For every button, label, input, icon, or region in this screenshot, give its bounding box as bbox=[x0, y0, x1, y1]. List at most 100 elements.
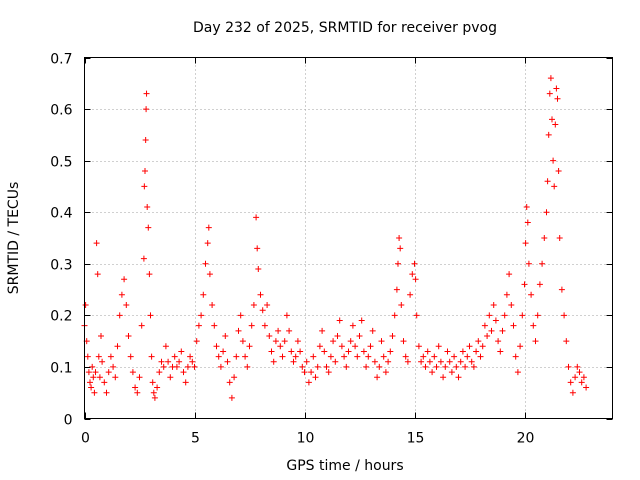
y-tick-label: 0.2 bbox=[50, 309, 72, 325]
data-point bbox=[385, 358, 392, 365]
data-point bbox=[396, 235, 403, 241]
data-point bbox=[123, 302, 130, 309]
data-point bbox=[259, 307, 266, 314]
data-point bbox=[567, 379, 574, 386]
data-point bbox=[470, 363, 477, 370]
data-point bbox=[398, 302, 405, 309]
data-point bbox=[140, 255, 147, 262]
data-point bbox=[93, 240, 100, 247]
data-point bbox=[345, 348, 352, 355]
y-tick-label: 0 bbox=[64, 413, 73, 429]
data-point bbox=[193, 338, 200, 345]
data-point bbox=[400, 338, 407, 345]
data-point bbox=[551, 183, 558, 190]
data-point bbox=[158, 358, 165, 365]
data-point bbox=[286, 327, 293, 334]
data-point bbox=[569, 389, 576, 396]
data-point bbox=[222, 332, 229, 339]
data-point bbox=[283, 312, 290, 319]
data-point bbox=[479, 343, 486, 350]
data-point bbox=[308, 369, 315, 376]
data-point bbox=[187, 353, 194, 360]
data-point bbox=[148, 353, 155, 360]
data-point bbox=[239, 338, 246, 345]
data-point bbox=[105, 369, 112, 376]
y-tick-label: 0.4 bbox=[50, 206, 72, 222]
y-axis-label: SRMTID / TECUs bbox=[6, 182, 22, 295]
data-point bbox=[374, 374, 381, 381]
data-point bbox=[404, 358, 411, 365]
data-point bbox=[336, 317, 343, 324]
data-point bbox=[583, 384, 590, 391]
data-point bbox=[275, 327, 282, 334]
data-point bbox=[352, 343, 359, 350]
data-point bbox=[94, 271, 101, 278]
data-point bbox=[523, 204, 530, 211]
data-point bbox=[303, 358, 310, 365]
data-point bbox=[349, 322, 356, 329]
data-point bbox=[114, 343, 121, 350]
data-point bbox=[367, 343, 374, 350]
data-point bbox=[574, 363, 581, 370]
data-point bbox=[497, 348, 504, 355]
data-point bbox=[435, 343, 442, 350]
data-point bbox=[576, 369, 583, 376]
data-point bbox=[150, 389, 157, 396]
data-point bbox=[82, 302, 89, 309]
data-point bbox=[442, 363, 449, 370]
data-point bbox=[92, 369, 99, 376]
data-point bbox=[167, 374, 174, 381]
data-point bbox=[156, 369, 163, 376]
data-point bbox=[288, 348, 295, 355]
data-point bbox=[532, 338, 539, 345]
data-point bbox=[226, 379, 233, 386]
y-tick-label: 0.1 bbox=[50, 361, 72, 377]
data-point bbox=[217, 363, 224, 370]
data-point bbox=[103, 389, 110, 396]
data-point bbox=[519, 312, 526, 319]
data-point bbox=[464, 353, 471, 360]
data-point bbox=[246, 343, 253, 350]
data-point bbox=[242, 353, 249, 360]
data-point bbox=[149, 379, 156, 386]
data-point bbox=[299, 363, 306, 370]
data-point bbox=[261, 322, 268, 329]
data-point bbox=[151, 394, 158, 401]
data-point bbox=[200, 291, 207, 298]
data-point bbox=[347, 338, 354, 345]
data-point bbox=[116, 312, 123, 319]
data-point bbox=[147, 312, 154, 319]
data-point bbox=[512, 353, 519, 360]
data-point bbox=[281, 338, 288, 345]
data-point bbox=[233, 353, 240, 360]
data-point bbox=[257, 291, 264, 298]
data-point bbox=[316, 343, 323, 350]
data-point bbox=[198, 312, 205, 319]
data-point bbox=[545, 131, 552, 138]
data-point bbox=[371, 358, 378, 365]
data-point bbox=[98, 332, 104, 339]
data-point bbox=[338, 343, 345, 350]
data-point bbox=[490, 302, 497, 309]
data-point bbox=[437, 358, 444, 365]
data-point bbox=[466, 343, 473, 350]
data-point bbox=[499, 327, 506, 334]
data-point bbox=[314, 363, 321, 370]
data-point bbox=[440, 374, 447, 381]
data-point bbox=[510, 322, 517, 329]
data-point bbox=[235, 327, 242, 334]
data-point bbox=[292, 353, 299, 360]
data-point bbox=[143, 90, 150, 97]
y-tick-label: 0.6 bbox=[50, 103, 72, 119]
data-point bbox=[264, 302, 271, 309]
data-point bbox=[552, 121, 559, 128]
data-point bbox=[305, 379, 312, 386]
data-point bbox=[563, 338, 570, 345]
data-point bbox=[433, 363, 440, 370]
data-point bbox=[525, 260, 532, 267]
y-axis: 0 0.1 0.2 0.3 0.4 0.5 0.6 0.7 bbox=[50, 52, 613, 429]
data-point bbox=[184, 363, 191, 370]
data-point bbox=[101, 379, 108, 386]
data-point bbox=[522, 240, 529, 247]
